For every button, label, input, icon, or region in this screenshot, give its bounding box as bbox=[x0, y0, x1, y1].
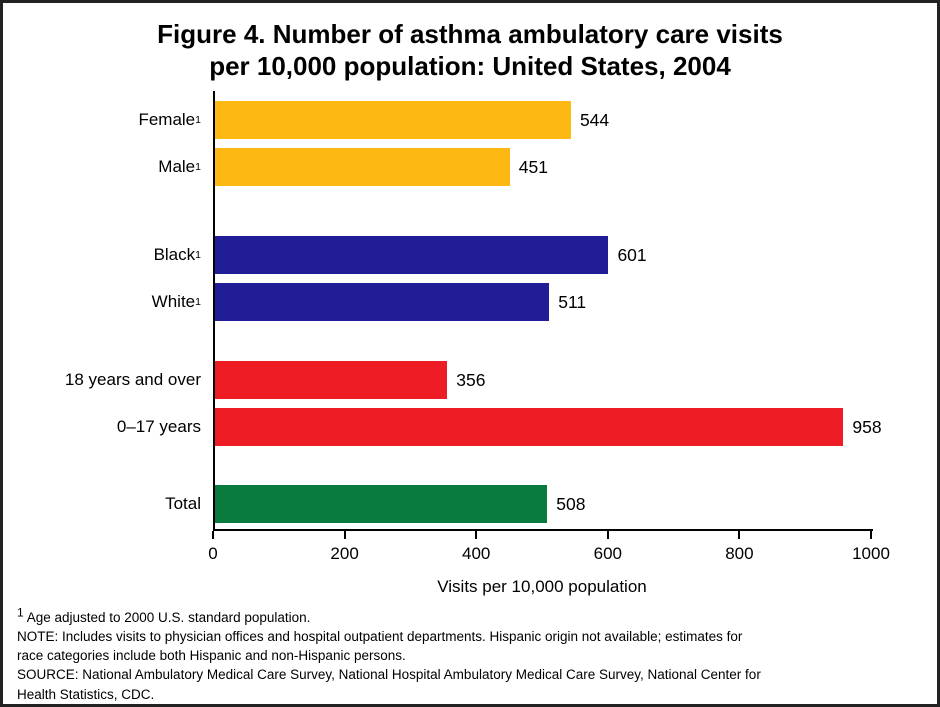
tick-mark-0 bbox=[212, 531, 214, 539]
value-label-18-years-and-over: 356 bbox=[456, 369, 486, 390]
x-axis-title: Visits per 10,000 population bbox=[437, 577, 647, 596]
bar-row-male: Male 1 451 bbox=[158, 148, 871, 186]
value-label-white: 511 bbox=[558, 291, 587, 312]
bar-row-0-17-years: 0–17 years 958 bbox=[117, 408, 882, 446]
figure-title: Figure 4. Number of asthma ambulatory ca… bbox=[3, 3, 937, 82]
category-label-female: Female 1 bbox=[138, 110, 201, 129]
footnote-source-line-1: SOURCE: National Ambulatory Medical Care… bbox=[17, 667, 761, 683]
footnote-source-line-2: Health Statistics, CDC. bbox=[17, 686, 155, 702]
y-axis-line bbox=[213, 91, 215, 531]
category-label-black: Black 1 bbox=[153, 245, 201, 264]
tick-label-0: 0 bbox=[208, 544, 218, 563]
value-label-total: 508 bbox=[556, 493, 586, 514]
category-label-male: Male 1 bbox=[158, 157, 201, 176]
bar-row-female: Female 1 544 bbox=[138, 101, 871, 139]
footnote-age-adjusted: 1 Age adjusted to 2000 U.S. standard pop… bbox=[17, 605, 927, 627]
footnote-note-line-2: race categories include both Hispanic an… bbox=[17, 648, 406, 664]
tick-label-600: 600 bbox=[593, 544, 622, 563]
bar-row-black: Black 1 601 bbox=[154, 236, 871, 274]
tick-mark-600 bbox=[606, 531, 609, 539]
bar-black bbox=[213, 236, 609, 274]
category-label-total: Total bbox=[165, 494, 201, 513]
category-label-white: White 1 bbox=[151, 292, 201, 311]
value-label-0-17-years: 958 bbox=[852, 416, 882, 437]
tick-label-400: 400 bbox=[462, 544, 491, 563]
bar-18-years-and-over bbox=[213, 361, 448, 399]
bar-female bbox=[213, 101, 571, 139]
value-label-black: 601 bbox=[617, 244, 647, 265]
chart-area: Female 1 544 Male 1 451 Black 1 601 White 1 511 18 y… bbox=[65, 91, 890, 596]
bar-row-white: White 1 511 bbox=[152, 283, 871, 321]
value-label-male: 451 bbox=[518, 156, 548, 177]
bar-total bbox=[213, 485, 548, 523]
bar-white bbox=[213, 283, 550, 321]
bar-row-18-years-and-over: 18 years and over 356 bbox=[65, 361, 871, 399]
footnote-superscript: 1 bbox=[17, 605, 24, 620]
tick-mark-200 bbox=[343, 531, 346, 539]
tick-label-200: 200 bbox=[330, 544, 359, 563]
tick-mark-800 bbox=[738, 531, 741, 539]
bar-male bbox=[213, 148, 510, 186]
category-label-18-years-and-over: 18 years and over bbox=[64, 370, 201, 389]
tick-label-1000: 1000 bbox=[852, 544, 890, 563]
footnotes: 1 Age adjusted to 2000 U.S. standard pop… bbox=[17, 605, 927, 704]
tick-label-800: 800 bbox=[725, 544, 754, 563]
tick-mark-400 bbox=[475, 531, 478, 539]
footnote-age-adjusted-text: Age adjusted to 2000 U.S. standard popul… bbox=[26, 610, 311, 625]
bar-row-total: Total 508 bbox=[165, 485, 871, 523]
x-axis-line bbox=[213, 529, 873, 531]
tick-mark-1000 bbox=[870, 531, 872, 539]
category-label-0-17-years: 0–17 years bbox=[116, 417, 201, 436]
value-label-female: 544 bbox=[579, 109, 610, 130]
figure-title-line-2: per 10,000 population: United States, 20… bbox=[209, 51, 731, 82]
footnote-note-line-1: NOTE: Includes visits to physician offic… bbox=[17, 629, 743, 645]
bar-0-17-years bbox=[213, 408, 844, 446]
figure-title-line-1: Figure 4. Number of asthma ambulatory ca… bbox=[157, 19, 783, 49]
